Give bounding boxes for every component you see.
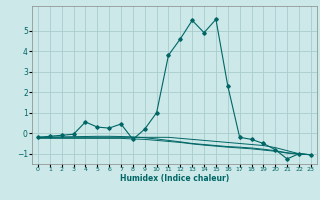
X-axis label: Humidex (Indice chaleur): Humidex (Indice chaleur) [120, 174, 229, 183]
